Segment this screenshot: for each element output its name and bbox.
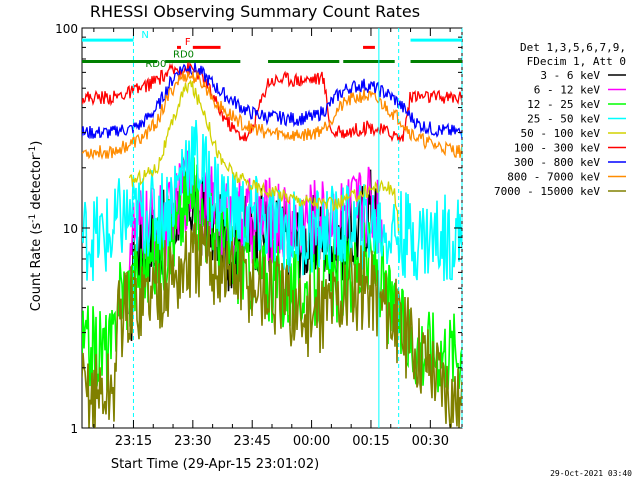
legend-label: 300 - 800 keV <box>514 156 600 169</box>
x-tick-label: 23:45 <box>233 434 270 449</box>
legend-label: 3 - 6 keV <box>540 69 600 82</box>
state-label: RD0 <box>173 50 194 61</box>
legend-label: 12 - 25 keV <box>527 98 600 111</box>
state-label: F <box>185 37 191 48</box>
legend-label: 25 - 50 keV <box>527 113 600 126</box>
legend-label: 7000 - 15000 keV <box>494 185 600 198</box>
series-line <box>128 79 400 234</box>
legend-label: 50 - 100 keV <box>521 127 601 140</box>
y-tick-label: 10 <box>63 222 78 236</box>
series-line <box>82 218 462 428</box>
legend-header: FDecim 1, Att 0 <box>527 55 626 68</box>
legend-label: 800 - 7000 keV <box>507 171 600 184</box>
y-axis-label: Count Rate (s-1 detector-1) <box>28 141 44 312</box>
x-tick-label: 00:15 <box>352 434 389 449</box>
legend-label: 100 - 300 keV <box>514 142 600 155</box>
x-tick-label: 00:30 <box>412 434 449 449</box>
series-line <box>82 157 462 393</box>
chart-title: RHESSI Observing Summary Count Rates <box>90 2 420 21</box>
legend-label: 6 - 12 keV <box>534 84 601 97</box>
x-axis-label: Start Time (29-Apr-15 23:01:02) <box>111 457 319 472</box>
x-tick-label: 00:00 <box>293 434 330 449</box>
footer-timestamp: 29-Oct-2021 03:40 <box>550 469 632 478</box>
y-tick-label: 100 <box>55 22 78 36</box>
legend-header: Det 1,3,5,6,7,9, <box>520 41 626 54</box>
state-label: N <box>141 30 148 41</box>
state-label: RD0 <box>145 59 166 70</box>
legend: Det 1,3,5,6,7,9,FDecim 1, Att 03 - 6 keV… <box>494 41 626 198</box>
y-tick-label: 1 <box>70 422 78 436</box>
state-annotations: N F RD0 RD0 <box>82 30 462 70</box>
y-axis: 1 10 100 <box>55 22 462 436</box>
x-tick-label: 23:15 <box>115 434 152 449</box>
series-line <box>82 70 462 161</box>
x-axis: 23:15 23:30 23:45 00:00 00:15 00:30 <box>93 28 451 449</box>
x-tick-label: 23:30 <box>174 434 211 449</box>
